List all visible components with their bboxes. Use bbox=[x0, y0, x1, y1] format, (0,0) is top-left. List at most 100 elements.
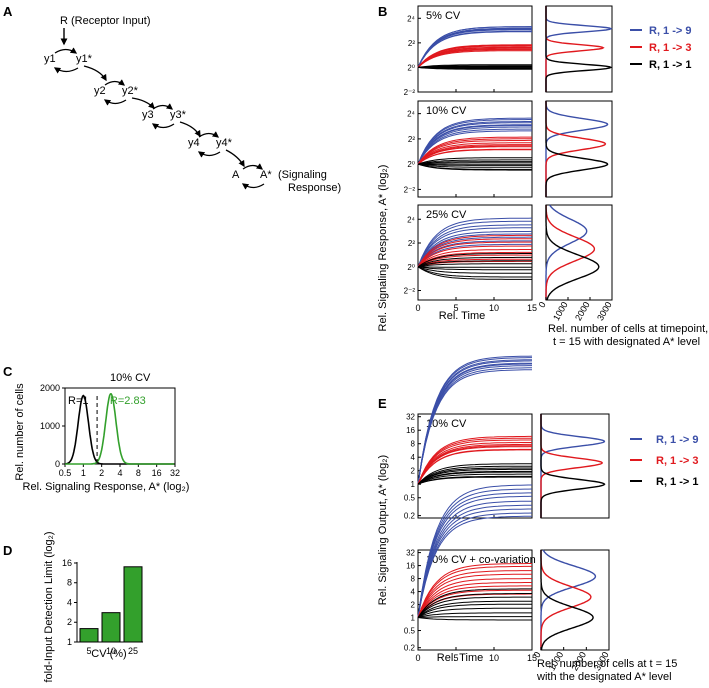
series-line-blue bbox=[417, 362, 532, 485]
state-y2: y2 bbox=[94, 85, 106, 97]
series-line-blue bbox=[417, 128, 532, 165]
series-line-red bbox=[417, 241, 532, 268]
y-tick-label: 32 bbox=[406, 549, 415, 558]
series-line-blue bbox=[417, 27, 532, 68]
cross-arrow-2 bbox=[131, 97, 155, 109]
series-line-blue bbox=[417, 355, 533, 485]
series-line-black bbox=[417, 163, 532, 168]
chart-title: 5% CV bbox=[426, 10, 461, 22]
hist-curve-red bbox=[545, 205, 596, 300]
series-line-red bbox=[417, 565, 532, 618]
y-tick-label: 2⁴ bbox=[407, 110, 415, 119]
forward-arrow-1 bbox=[54, 47, 78, 54]
series-line-black bbox=[417, 596, 532, 618]
panel-b-xlabel: Rel. Time bbox=[439, 310, 485, 322]
y-tick-label: 0 bbox=[55, 459, 60, 469]
series-line-black bbox=[417, 465, 532, 485]
hist-curve-red bbox=[540, 550, 592, 650]
y-tick-label: 2² bbox=[408, 39, 415, 48]
series-line-blue bbox=[417, 119, 532, 165]
panel-e: Rel. Signaling Output, A* (log₂) Rel. Ti… bbox=[377, 355, 699, 683]
hist-curve-blue bbox=[545, 101, 609, 197]
distribution-green bbox=[65, 393, 175, 465]
legend-e-item-1: R, 1 -> 9 bbox=[656, 434, 699, 446]
series-line-blue bbox=[417, 508, 532, 618]
series-line-red bbox=[417, 582, 532, 618]
x-tick-label: 10 bbox=[489, 653, 499, 663]
state-y3-star: y3* bbox=[170, 109, 187, 121]
r2-label: R=2.83 bbox=[110, 395, 146, 407]
panel-d-xlabel: CV (%) bbox=[91, 648, 126, 660]
panel-label-a: A bbox=[3, 4, 13, 19]
panel-e-ylabel: Rel. Signaling Output, A* (log₂) bbox=[377, 455, 389, 605]
hist-curve-black bbox=[545, 205, 600, 301]
panel-label-e: E bbox=[378, 396, 387, 411]
panel-b-hist-caption-2: t = 15 with designated A* level bbox=[553, 336, 700, 348]
series-line-black bbox=[417, 260, 532, 268]
chart-c: 0.5 1 2 4 8 16 32 0 1000 2000 R=1 R=2.83 bbox=[40, 383, 180, 478]
x-tick-label: 15 bbox=[527, 653, 537, 663]
x-tick-label: 8 bbox=[136, 468, 141, 478]
series-line-blue bbox=[417, 488, 533, 618]
series-line-red bbox=[417, 585, 532, 618]
legend-e-item-2: R, 1 -> 3 bbox=[656, 455, 699, 467]
legend-b: R, 1 -> 9 R, 1 -> 3 R, 1 -> 1 bbox=[630, 25, 692, 71]
legend-b-item-2: R, 1 -> 3 bbox=[649, 42, 692, 54]
signaling-response-label: (Signaling bbox=[278, 169, 327, 181]
series-line-red bbox=[417, 589, 533, 618]
hist-x-tick-label: 1000 bbox=[551, 300, 570, 322]
x-tick-label: 10 bbox=[106, 646, 116, 656]
y-tick-label: 1 bbox=[67, 637, 72, 647]
forward-arrow-2 bbox=[104, 79, 126, 86]
series-line-red bbox=[417, 573, 532, 618]
hist-curve-blue bbox=[540, 549, 597, 650]
series-line-blue bbox=[417, 130, 532, 165]
series-line-blue bbox=[417, 367, 532, 485]
series-line-black bbox=[417, 163, 532, 170]
series-line-blue bbox=[417, 512, 533, 618]
chart-b-25cv: 25% CV 2⁻² 2⁰ 2² 2⁴ 0 5 10 15 bbox=[404, 204, 537, 313]
hist-x-tick-label: 3000 bbox=[595, 300, 614, 322]
series-line-blue bbox=[417, 233, 533, 268]
series-line-black bbox=[417, 266, 532, 274]
chart-e-histograms: 0 1000 2000 3000 bbox=[532, 413, 611, 672]
hist-frame bbox=[545, 100, 613, 198]
series-line-red bbox=[417, 563, 532, 618]
y-tick-label: 8 bbox=[411, 575, 416, 584]
panel-b-ylabel: Rel. Signaling Response, A* (log₂) bbox=[377, 165, 389, 332]
series-line-black bbox=[417, 256, 532, 268]
series-line-blue bbox=[417, 30, 533, 68]
series-line-black bbox=[417, 163, 532, 166]
panel-b: Rel. Signaling Response, A* (log₂) Rel. … bbox=[377, 5, 708, 348]
state-y1-star: y1* bbox=[76, 53, 93, 65]
legend-e-item-3: R, 1 -> 1 bbox=[656, 476, 699, 488]
bar bbox=[101, 612, 121, 643]
hist-curve-blue bbox=[545, 204, 588, 300]
hist-x-tick-label: 0 bbox=[537, 300, 548, 309]
chart-title: 10% CV + co-variation bbox=[426, 554, 536, 566]
chart-e-covariation: 10% CV + co-variation 0.2 0.5 1 2 4 8 16 32 0 5 10 1… bbox=[404, 484, 537, 663]
hist-curve-black bbox=[545, 6, 613, 92]
r1-label: R=1 bbox=[68, 395, 89, 407]
y-tick-label: 16 bbox=[406, 562, 415, 571]
state-y4: y4 bbox=[188, 137, 200, 149]
y-tick-label: 4 bbox=[67, 597, 72, 607]
y-tick-label: 16 bbox=[406, 426, 415, 435]
hist-frame bbox=[540, 549, 610, 651]
panel-e-hist-caption-1: Rel. number of cells at t = 15 bbox=[537, 658, 677, 670]
chart-b-histograms: 0 1000 2000 3000 bbox=[537, 5, 614, 322]
state-a-star: A* bbox=[260, 169, 272, 181]
series-line-red bbox=[417, 445, 532, 485]
cascade-diagram: R (Receptor Input) y1 y1* y2 y2* y3 y3* … bbox=[44, 15, 341, 194]
series-line-black bbox=[417, 64, 532, 68]
y-tick-label: 16 bbox=[62, 558, 72, 568]
series-line-black bbox=[417, 603, 532, 618]
series-line-red bbox=[417, 435, 532, 485]
reverse-arrow-5 bbox=[241, 183, 265, 190]
series-line-black bbox=[417, 66, 532, 68]
hist-curve-red bbox=[545, 101, 607, 197]
x-tick-label: 25 bbox=[128, 646, 138, 656]
series-line-black bbox=[417, 463, 532, 485]
chart-e-10cv: 10% CV 0.2 0.5 1 2 4 8 16 32 bbox=[404, 355, 533, 521]
